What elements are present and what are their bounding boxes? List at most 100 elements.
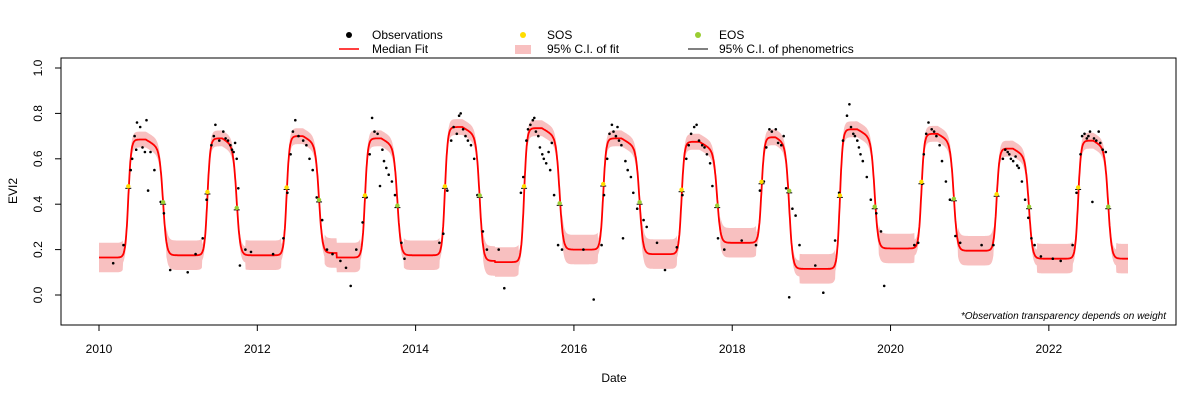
observation-point: [464, 134, 467, 138]
observation-point: [361, 221, 364, 224]
observation-point: [1099, 141, 1102, 145]
observation-point: [703, 146, 706, 149]
y-axis-label: EVI2: [6, 178, 20, 204]
observation-point: [841, 139, 845, 142]
observation-point: [958, 241, 962, 245]
observation-point: [1030, 237, 1033, 240]
observation-point: [547, 150, 550, 154]
observation-point: [602, 193, 606, 197]
observation-point: [376, 132, 379, 136]
observation-point: [852, 132, 855, 136]
observation-point: [271, 252, 275, 256]
observation-point: [768, 128, 771, 131]
observation-point: [754, 243, 758, 247]
observation-point: [882, 284, 886, 288]
observation-point: [1006, 150, 1009, 154]
observation-point: [1011, 159, 1015, 163]
observation-point: [552, 193, 556, 197]
legend-ci-fit-swatch: [515, 45, 531, 54]
legend-eos-label: EOS: [719, 28, 744, 42]
observation-point: [689, 132, 693, 136]
observation-point: [442, 232, 445, 235]
observation-point: [548, 168, 552, 172]
observation-point: [853, 134, 857, 138]
eos-marker: [234, 205, 239, 211]
observation-point: [758, 189, 762, 192]
observation-point: [141, 146, 144, 149]
observation-point: [544, 162, 548, 165]
observation-point: [610, 123, 614, 127]
observation-point: [582, 248, 585, 251]
observation-point: [608, 132, 611, 136]
observation-point: [1071, 243, 1074, 247]
observation-point: [1085, 137, 1089, 140]
observation-point: [784, 187, 788, 190]
observation-point: [403, 257, 406, 261]
observation-point: [378, 184, 382, 188]
observation-point: [446, 189, 449, 192]
observation-point: [635, 207, 639, 210]
observation-point: [663, 268, 667, 272]
observation-point: [774, 128, 778, 131]
observation-point: [186, 271, 189, 274]
sos-marker: [837, 193, 843, 198]
sos-marker: [601, 181, 606, 187]
observation-point: [149, 150, 152, 154]
observation-point: [130, 157, 134, 161]
observation-point: [133, 134, 136, 138]
observation-point: [954, 234, 957, 238]
sos-marker: [1075, 185, 1081, 190]
observation-point: [740, 239, 743, 242]
observation-point: [542, 157, 546, 161]
observation-point: [522, 175, 525, 179]
observation-point: [461, 128, 465, 131]
observation-point: [235, 157, 238, 161]
observation-point: [940, 159, 944, 163]
observation-point: [455, 132, 459, 136]
observation-point: [845, 114, 849, 117]
observation-point: [780, 143, 783, 147]
observation-point: [168, 268, 172, 272]
observation-point: [1015, 164, 1019, 167]
observation-point: [1017, 166, 1021, 170]
observation-point: [645, 225, 648, 229]
observation-point: [814, 264, 817, 267]
observation-point: [162, 212, 166, 215]
legend-item-observations: Observations: [346, 28, 443, 42]
observation-point: [291, 130, 295, 133]
observation-point: [798, 243, 801, 247]
sos-marker: [442, 184, 448, 189]
observation-point: [469, 143, 473, 147]
observation-point: [681, 193, 684, 197]
observation-point: [1008, 153, 1011, 156]
observation-point: [1083, 132, 1086, 136]
observation-point: [249, 250, 253, 254]
observation-point: [466, 139, 470, 142]
x-tick-label: 2020: [877, 342, 904, 356]
observation-point: [1097, 130, 1100, 133]
observation-point: [111, 261, 115, 265]
observation-point: [387, 173, 391, 176]
observation-point: [857, 146, 861, 149]
observation-point: [1001, 157, 1005, 161]
observation-point: [1027, 216, 1030, 220]
observation-point: [311, 168, 315, 172]
observation-point: [1095, 139, 1098, 142]
observation-point: [339, 259, 342, 263]
observation-point: [782, 134, 785, 138]
observation-point: [879, 230, 883, 233]
observation-point: [145, 118, 148, 122]
observation-point: [695, 123, 698, 127]
eos-marker: [395, 203, 400, 208]
observation-point: [135, 121, 139, 124]
observation-point: [848, 103, 851, 106]
median-fit-line: [99, 126, 1128, 270]
observation-point: [222, 130, 225, 133]
observation-point: [592, 298, 595, 301]
observation-point: [138, 125, 142, 129]
observation-point: [765, 146, 768, 149]
median-fit-layer: [99, 126, 1128, 270]
phenometric-layer: [125, 179, 1112, 211]
observation-point: [833, 239, 837, 242]
observation-point: [849, 125, 853, 129]
